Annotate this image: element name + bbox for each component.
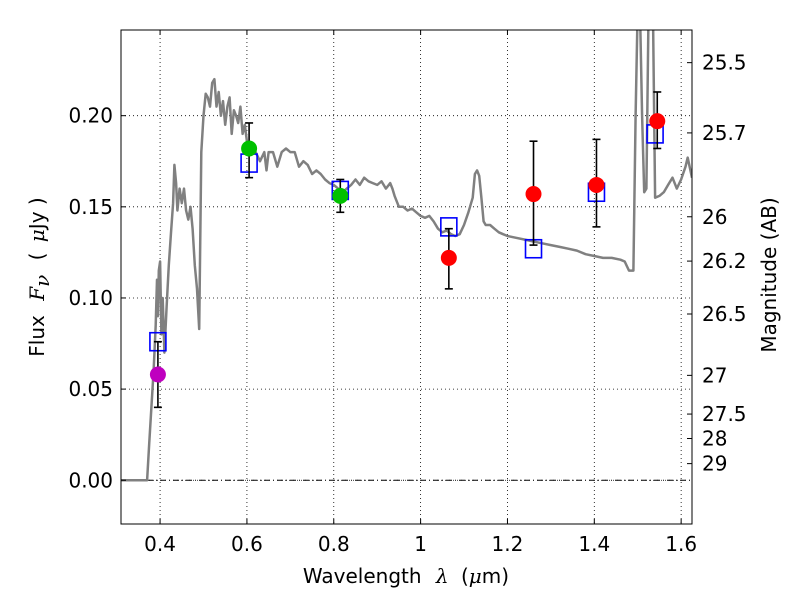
observed-point: [332, 178, 349, 214]
y-tick-label: 0.20: [68, 104, 113, 128]
model-band-fluxes: [149, 124, 664, 352]
y-tick-label: 0.10: [68, 286, 113, 310]
plot-frame: [120, 29, 693, 525]
observed-flux-dot: [332, 187, 349, 204]
axis-ticks: 0.4 0.6 0.8 1 1.2 1.4 1.6 0.00 0.05 0.10 0.15 0.20 2…: [68, 30, 747, 556]
x-tick-label: 1.2: [492, 532, 524, 556]
y-axis-label: Flux Fν ( μJy ): [25, 197, 54, 356]
observed-flux-dot: [440, 249, 457, 266]
x-tick-label: 1: [414, 532, 427, 556]
y2-tick-label: 26.2: [702, 249, 747, 273]
y-axis-label-unit-mu: μ: [25, 229, 49, 242]
x-axis-label-prefix: Wavelength: [303, 564, 422, 588]
y2-tick-label: 26: [702, 205, 727, 229]
x-tick-label: 0.4: [144, 532, 176, 556]
observed-photometry: [149, 91, 666, 409]
x-axis-label-unit-mu: μ: [469, 564, 482, 588]
x-tick-label: 1.6: [665, 532, 697, 556]
y-axis-label-prefix: Flux: [25, 315, 49, 357]
y2-axis-label: Magnitude (AB): [757, 197, 781, 352]
y-axis-label-subscript: ν: [30, 275, 54, 287]
x-tick-label: 0.6: [231, 532, 263, 556]
x-tick-label: 0.8: [318, 532, 350, 556]
y2-tick-label: 26.5: [702, 302, 747, 326]
y-axis-label-unit-rest: Jy ): [25, 197, 49, 231]
y-tick-label: 0.05: [68, 377, 113, 401]
x-axis-label-unit-open: (: [461, 564, 469, 588]
observed-flux-dot: [241, 140, 258, 157]
grid-lines: [121, 30, 692, 524]
y-tick-label: 0.00: [68, 468, 113, 492]
model-spectrum-line: [121, 30, 692, 482]
observed-point: [241, 122, 258, 179]
observed-point: [149, 340, 166, 409]
y-tick-label: 0.15: [68, 195, 113, 219]
observed-flux-dot: [649, 113, 666, 130]
observed-flux-dot: [525, 186, 542, 203]
observed-point: [588, 138, 605, 228]
y2-tick-label: 25.5: [702, 51, 747, 75]
y2-tick-label: 29: [702, 452, 727, 476]
observed-flux-dot: [588, 176, 605, 193]
observed-point: [440, 227, 457, 290]
observed-point: [525, 140, 542, 246]
y2-tick-label: 27.5: [702, 402, 747, 426]
x-axis-label-unit-rest: m): [482, 564, 509, 588]
y-axis-label-unit-open: (: [25, 253, 49, 261]
x-axis-label-symbol: λ: [435, 564, 449, 588]
y-axis-label-symbol: F: [25, 286, 49, 302]
y2-tick-label: 28: [702, 426, 727, 450]
y2-tick-label: 25.7: [702, 121, 747, 145]
x-tick-label: 1.4: [578, 532, 610, 556]
observed-point: [649, 91, 666, 150]
observed-flux-dot: [149, 366, 166, 383]
x-axis-label: Wavelength λ (μm): [303, 564, 509, 588]
y2-tick-label: 27: [702, 363, 727, 387]
